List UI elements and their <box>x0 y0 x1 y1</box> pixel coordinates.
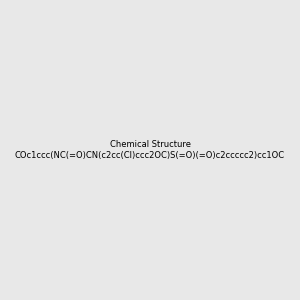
Text: Chemical Structure
COc1ccc(NC(=O)CN(c2cc(Cl)ccc2OC)S(=O)(=O)c2ccccc2)cc1OC: Chemical Structure COc1ccc(NC(=O)CN(c2cc… <box>15 140 285 160</box>
